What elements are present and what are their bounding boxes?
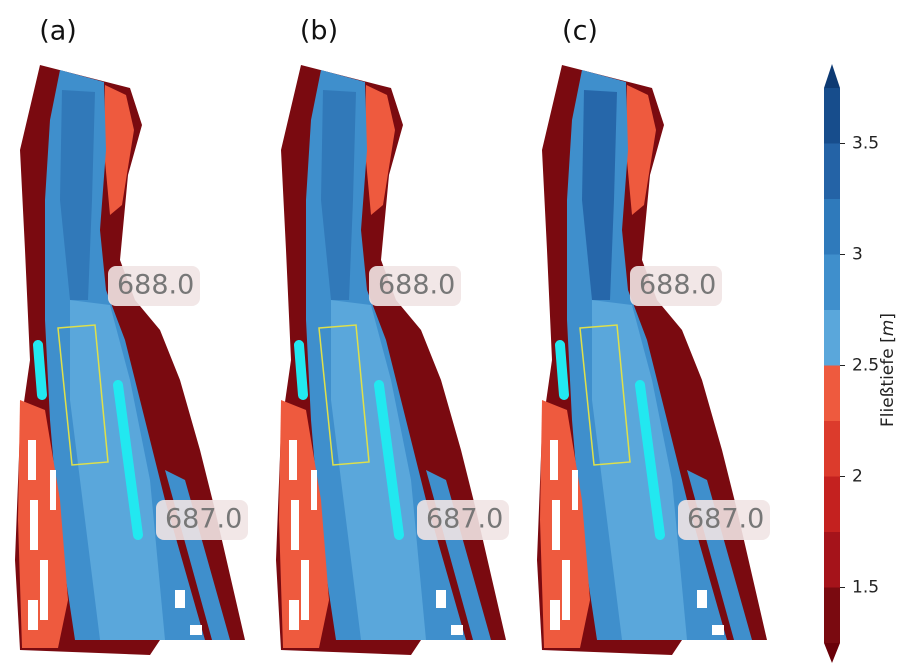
- km-label: 688.0: [639, 270, 716, 301]
- groyne-strip: [38, 345, 42, 395]
- label-end: ]: [878, 313, 898, 320]
- label-unit: m: [878, 320, 898, 337]
- building: [572, 470, 578, 510]
- colorbar-tick-label: 3: [852, 245, 863, 265]
- building: [28, 600, 38, 630]
- building: [175, 590, 185, 608]
- groyne-strip: [299, 345, 303, 395]
- colorbar-band: [824, 477, 840, 533]
- map-panel: (b) 688.0 687.0: [276, 16, 509, 656]
- building: [550, 600, 560, 630]
- building: [50, 470, 56, 510]
- maps: (a) 688.0 687.0 (b) 688.0 687.0 (c) 688.0 687.0: [15, 16, 770, 656]
- colorbar-band: [824, 255, 840, 311]
- colorbar-band: [824, 532, 840, 588]
- colorbar-label: Fließtiefe [m]: [878, 313, 898, 427]
- colorbar-band: [824, 366, 840, 422]
- map-panel: (c) 688.0 687.0: [537, 16, 770, 656]
- km-label: 687.0: [687, 504, 764, 535]
- colorbar-band: [824, 88, 840, 144]
- figure: (a)688.0687.0(b)688.0687.0(c)688.0687.0 …: [0, 0, 901, 667]
- building: [562, 560, 570, 620]
- km-label: 687.0: [426, 504, 503, 535]
- colorbar-tick-label: 1.5: [852, 578, 879, 598]
- building: [289, 440, 297, 480]
- colorbar-band: [824, 144, 840, 200]
- groyne-strip: [560, 345, 564, 395]
- building: [40, 560, 48, 620]
- building: [301, 560, 309, 620]
- colorbar-band: [824, 199, 840, 255]
- building: [451, 625, 463, 635]
- label-text: Fließtiefe [: [878, 336, 898, 427]
- colorbar-band: [824, 421, 840, 477]
- building: [552, 500, 560, 550]
- colorbar-tick-label: 3.5: [852, 134, 879, 154]
- building: [190, 625, 202, 635]
- km-label: 688.0: [117, 270, 194, 301]
- colorbar-tick-label: 2: [852, 467, 863, 487]
- panel-label: (c): [562, 16, 598, 47]
- km-label: 688.0: [378, 270, 455, 301]
- building: [712, 625, 724, 635]
- colorbar-extend-under: [824, 643, 840, 663]
- building: [436, 590, 446, 608]
- building: [30, 500, 38, 550]
- building: [311, 470, 317, 510]
- colorbar: 1.5 2 2.5 3 3.5: [824, 64, 879, 663]
- panel-label: (a): [39, 16, 77, 47]
- building: [291, 500, 299, 550]
- map-panel: (a) 688.0 687.0: [15, 16, 248, 656]
- panel-label: (b): [300, 16, 338, 47]
- colorbar-band: [824, 310, 840, 366]
- building: [28, 440, 36, 480]
- colorbar-tick-label: 2.5: [852, 356, 879, 376]
- colorbar-band: [824, 588, 840, 644]
- colorbar-extend-over: [824, 64, 840, 88]
- building: [697, 590, 707, 608]
- building: [550, 440, 558, 480]
- km-label: 687.0: [165, 504, 242, 535]
- building: [289, 600, 299, 630]
